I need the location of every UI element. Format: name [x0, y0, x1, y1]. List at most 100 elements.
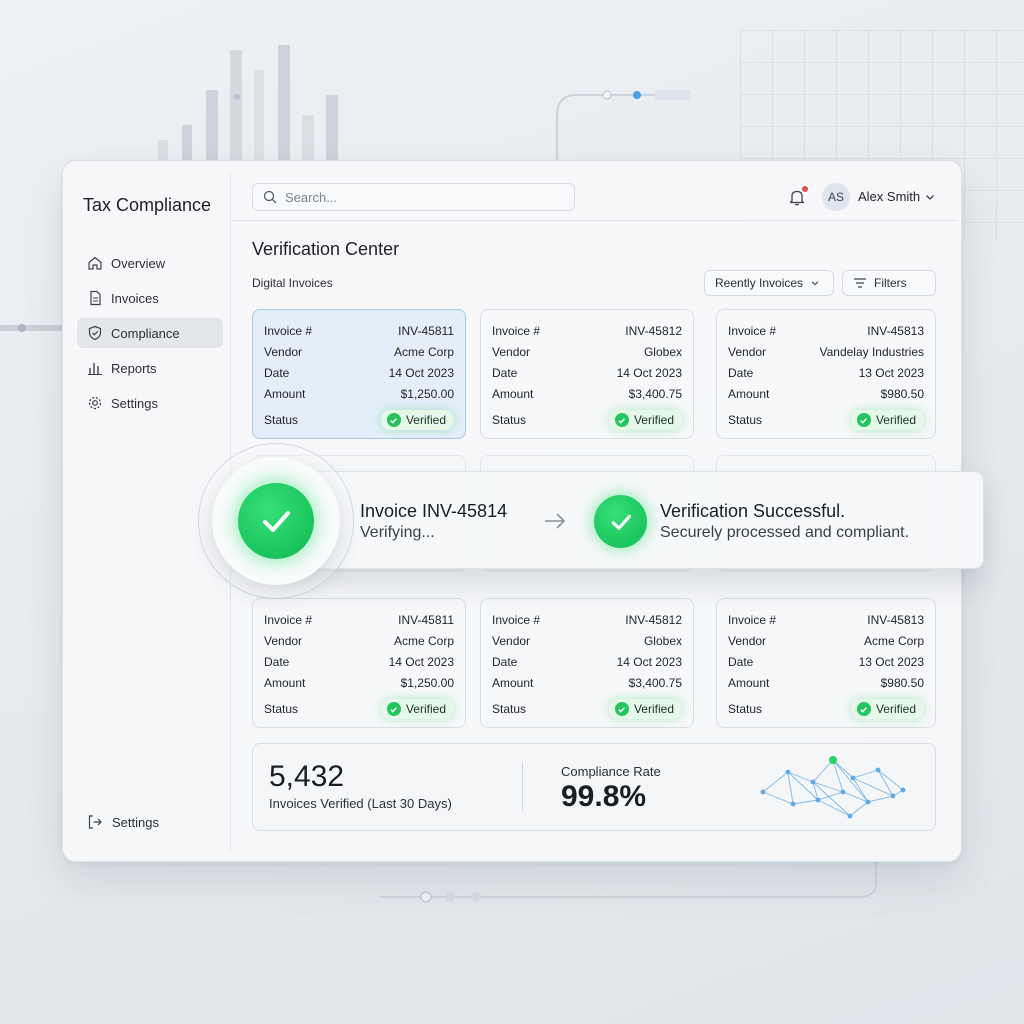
invoice-date: 13 Oct 2023	[858, 365, 924, 380]
app-title: Tax Compliance	[83, 195, 212, 215]
verifying-check-icon	[238, 483, 314, 559]
status-text: Verified	[405, 702, 446, 716]
invoice-card[interactable]: Invoice # INV-45811 Vendor Acme Corp Date 1…	[252, 309, 466, 439]
sidebar-bottom-settings[interactable]: Settings	[87, 814, 159, 830]
success-title: Verification Successful.	[660, 501, 846, 521]
vendor-name: Acme Corp	[863, 633, 924, 648]
status-badge: Verified	[380, 410, 454, 430]
invoice-number: INV-45811	[398, 323, 454, 338]
invoice-number: INV-45813	[867, 323, 924, 338]
invoice-number: INV-45812	[625, 612, 682, 627]
field-label: Status	[264, 702, 299, 716]
top-bar: AS Alex Smith	[232, 173, 957, 221]
invoice-amount: $1,250.00	[400, 675, 454, 690]
success-subtitle: Securely processed and compliant.	[660, 524, 910, 541]
vendor-name: Globex	[643, 633, 682, 648]
dropdown-label: Reently Invoices	[715, 276, 804, 290]
network-graph-icon	[760, 756, 906, 819]
check-icon	[614, 702, 629, 716]
field-label: Vendor	[492, 633, 531, 648]
search-box[interactable]	[252, 183, 575, 211]
invoice-card[interactable]: Invoice # INV-45812 Vendor Globex Date 14 O…	[480, 309, 694, 439]
sidebar-item-compliance[interactable]: Compliance	[77, 318, 223, 348]
sidebar-item-overview[interactable]: Overview	[77, 248, 223, 278]
compliance-rate-label: Compliance Rate	[561, 764, 661, 779]
sidebar-item-label: Settings	[111, 395, 158, 411]
vendor-name: Acme Corp	[393, 633, 454, 648]
sidebar-item-settings[interactable]: Settings	[77, 388, 223, 418]
search-icon	[263, 190, 277, 204]
check-icon	[856, 413, 871, 427]
invoice-card[interactable]: Invoice # INV-45813 Vendor Acme Corp Date 1…	[716, 598, 936, 728]
status-badge: Verified	[608, 410, 682, 430]
vendor-name: Vandelay Industries	[819, 344, 924, 359]
field-label: Date	[264, 654, 290, 669]
field-label: Vendor	[492, 344, 531, 359]
sidebar-item-invoices[interactable]: Invoices	[77, 283, 223, 313]
invoice-card[interactable]: Invoice # INV-45811 Vendor Acme Corp Date 1…	[252, 598, 466, 728]
filter-icon	[854, 278, 866, 288]
invoice-card[interactable]: Invoice # INV-45813 Vendor Vandelay Indust…	[716, 309, 936, 439]
home-icon	[88, 256, 102, 270]
avatar[interactable]: AS	[822, 183, 850, 211]
page-title: Verification Center	[252, 239, 400, 259]
section-label: Digital Invoices	[252, 276, 333, 290]
bell-icon	[789, 190, 805, 206]
invoice-amount: $3,400.75	[628, 675, 682, 690]
chevron-down-icon[interactable]	[924, 191, 936, 203]
vendor-name: Globex	[643, 344, 682, 359]
invoice-card[interactable]: Invoice # INV-45812 Vendor Globex Date 14 O…	[480, 598, 694, 728]
invoice-amount: $3,400.75	[628, 386, 682, 401]
field-label: Status	[728, 702, 763, 716]
recent-invoices-dropdown[interactable]: Reently Invoices	[704, 270, 834, 296]
notification-bell[interactable]	[787, 185, 809, 209]
field-label: Date	[728, 654, 754, 669]
field-label: Amount	[728, 675, 770, 690]
status-text: Verified	[633, 413, 674, 427]
vendor-name: Acme Corp	[393, 344, 454, 359]
chevron-down-icon	[811, 281, 819, 286]
invoice-date: 14 Oct 2023	[616, 654, 682, 669]
filters-button[interactable]: Filters	[842, 270, 936, 296]
notification-dot	[801, 185, 809, 193]
status-text: Verified	[405, 413, 446, 427]
invoice-number: INV-45813	[867, 612, 924, 627]
sidebar-item-reports[interactable]: Reports	[77, 353, 223, 383]
field-label: Amount	[492, 675, 534, 690]
logout-icon	[88, 815, 102, 829]
invoices-verified-label: Invoices Verified (Last 30 Days)	[269, 796, 452, 811]
field-label: Date	[728, 365, 754, 380]
success-check-icon	[594, 495, 647, 548]
arrow-right-icon	[545, 513, 566, 529]
user-name[interactable]: Alex Smith	[858, 189, 921, 204]
field-label: Status	[492, 413, 527, 427]
background-bar-decoration	[158, 45, 338, 160]
background-bottom-decoration	[380, 862, 877, 903]
check-icon	[856, 702, 871, 716]
sidebar-item-label: Compliance	[111, 325, 180, 341]
field-label: Status	[264, 413, 299, 427]
status-badge: Verified	[850, 410, 924, 430]
shield-check-icon	[88, 325, 102, 341]
check-icon	[386, 413, 401, 427]
sidebar-item-label: Reports	[111, 360, 157, 376]
field-label: Invoice #	[264, 612, 313, 627]
status-text: Verified	[875, 702, 916, 716]
field-label: Vendor	[264, 633, 303, 648]
background-line-decoration	[556, 90, 691, 160]
field-label: Invoice #	[492, 612, 541, 627]
field-label: Invoice #	[728, 323, 777, 338]
sidebar-nav: Overview Invoices Compliance Reports Set…	[77, 248, 223, 423]
status-badge: Verified	[608, 699, 682, 719]
field-label: Invoice #	[264, 323, 313, 338]
invoice-number: INV-45812	[625, 323, 682, 338]
filters-label: Filters	[874, 276, 907, 290]
document-icon	[90, 290, 101, 306]
search-input[interactable]	[285, 189, 565, 205]
field-label: Vendor	[728, 633, 767, 648]
invoices-verified-count: 5,432	[269, 760, 345, 793]
field-label: Amount	[492, 386, 534, 401]
invoice-date: 14 Oct 2023	[388, 654, 454, 669]
field-label: Amount	[264, 675, 306, 690]
stats-divider	[522, 762, 523, 812]
